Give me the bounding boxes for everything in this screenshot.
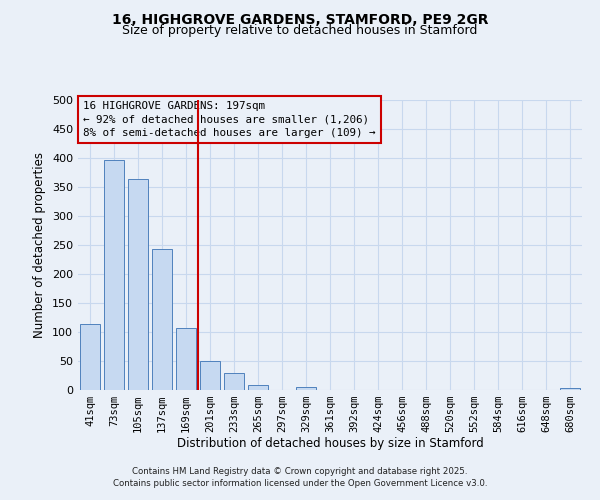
Bar (296, 387, 316, 390)
Bar (176, 328, 196, 390)
Text: Size of property relative to detached houses in Stamford: Size of property relative to detached ho… (122, 24, 478, 37)
Bar (152, 249, 172, 390)
Bar (128, 179, 148, 390)
Y-axis label: Number of detached properties: Number of detached properties (34, 152, 46, 338)
Text: 16, HIGHGROVE GARDENS, STAMFORD, PE9 2GR: 16, HIGHGROVE GARDENS, STAMFORD, PE9 2GR (112, 12, 488, 26)
Text: Contains HM Land Registry data © Crown copyright and database right 2025.
Contai: Contains HM Land Registry data © Crown c… (113, 466, 487, 487)
X-axis label: Distribution of detached houses by size in Stamford: Distribution of detached houses by size … (176, 436, 484, 450)
Bar (560, 388, 580, 390)
Bar (200, 361, 220, 390)
Bar (80, 324, 100, 390)
Bar (248, 386, 268, 390)
Bar (224, 372, 244, 390)
Bar (104, 160, 124, 390)
Text: 16 HIGHGROVE GARDENS: 197sqm
← 92% of detached houses are smaller (1,206)
8% of : 16 HIGHGROVE GARDENS: 197sqm ← 92% of de… (83, 102, 376, 138)
